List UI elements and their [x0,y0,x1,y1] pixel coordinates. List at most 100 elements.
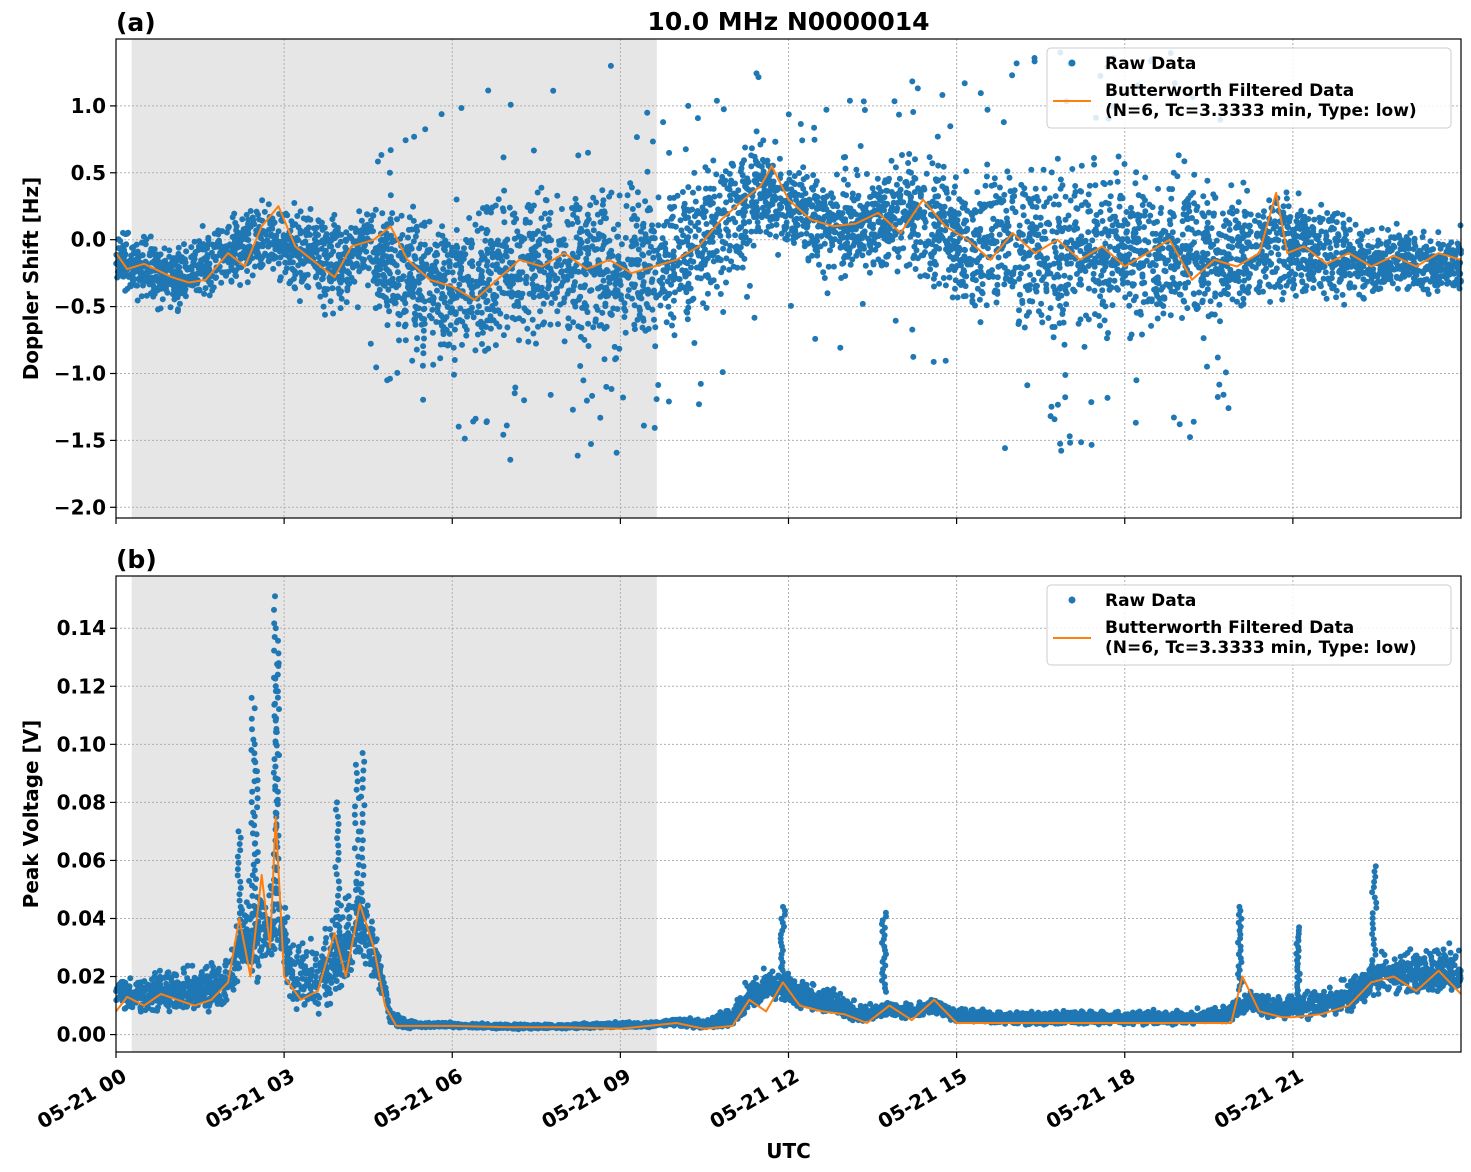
raw-data-point [824,193,831,200]
raw-data-point [897,192,904,199]
raw-data-point [1220,249,1227,256]
raw-data-point [413,346,420,353]
raw-data-point [1340,220,1347,227]
raw-data-point [1302,287,1309,294]
raw-data-point [471,283,478,290]
raw-data-point [1126,291,1133,297]
raw-data-point [489,303,496,309]
raw-data-point [239,216,246,223]
raw-data-point [1167,264,1174,271]
raw-data-point [1167,221,1174,228]
raw-data-point [1170,279,1177,286]
raw-data-point [1228,244,1235,251]
raw-data-point [394,269,401,276]
raw-data-point [244,279,251,286]
raw-data-point [1115,153,1122,160]
raw-data-point [1436,276,1442,283]
raw-data-point [1285,273,1292,279]
raw-data-point [716,192,723,199]
raw-data-point [1245,231,1252,238]
raw-data-point [374,251,381,258]
raw-data-point [1128,204,1134,211]
raw-data-point [1168,195,1175,202]
raw-data-point [539,321,546,328]
raw-data-point [978,273,985,280]
raw-data-point [496,285,503,292]
raw-data-point [770,187,777,193]
raw-data-point [758,214,765,221]
raw-data-point [377,263,383,270]
raw-data-point [1267,283,1273,290]
raw-data-point [955,210,962,217]
raw-data-point [702,246,708,253]
raw-data-point [429,306,436,313]
raw-data-point [570,319,577,326]
raw-data-point [1320,290,1327,297]
raw-data-point [542,210,548,217]
raw-data-point [1151,220,1158,226]
raw-data-point [218,243,225,250]
raw-data-point [655,252,662,259]
raw-data-point [1179,218,1186,225]
raw-data-point [276,277,283,284]
raw-data-point [1204,229,1210,235]
raw-data-point [430,294,437,301]
raw-data-point [1262,273,1269,280]
raw-data-point [183,248,190,255]
raw-data-point [399,232,406,238]
raw-data-point [649,222,655,229]
raw-data-point [383,295,389,302]
raw-data-point [862,262,869,269]
raw-data-point [153,273,160,280]
raw-data-point [475,260,482,267]
raw-data-point [369,212,376,219]
raw-data-point [775,251,782,258]
raw-data-point [176,300,183,307]
raw-data-point [392,247,398,254]
raw-data-point [1260,288,1266,295]
raw-data-point [676,286,683,293]
raw-data-point [451,357,458,363]
raw-data-point [176,264,183,271]
raw-data-point [647,206,654,213]
raw-data-point [545,236,552,243]
raw-data-point [1075,262,1082,269]
raw-data-point [728,177,735,184]
raw-data-point [765,223,772,230]
raw-data-point [902,211,909,218]
raw-data-point [1152,262,1159,269]
raw-data-point [188,254,195,261]
raw-data-point [1339,261,1346,268]
raw-data-point [195,243,202,250]
raw-data-point [1045,315,1052,321]
raw-data-point [1205,313,1212,320]
raw-data-point [830,263,837,270]
raw-data-point [450,344,457,351]
raw-data-point [1061,272,1068,279]
raw-data-point [1152,230,1159,237]
raw-data-point [1389,280,1396,287]
raw-data-point [1073,205,1080,212]
raw-data-point [1032,285,1039,292]
raw-data-point [743,185,750,192]
raw-data-point [1317,264,1324,271]
raw-data-point [622,329,629,336]
raw-data-point [621,300,628,307]
raw-data-point [1025,287,1031,293]
raw-data-point [581,300,588,307]
raw-data-point [650,254,657,261]
raw-data-point [791,208,798,215]
raw-data-point [803,206,809,213]
raw-data-point [1260,213,1267,220]
raw-data-point [453,242,460,249]
raw-data-point [1280,203,1287,210]
raw-data-point [840,191,847,197]
raw-data-point [336,290,343,297]
raw-data-point [1385,226,1391,233]
raw-data-point [855,192,862,199]
raw-data-point [1124,228,1130,235]
raw-data-point [841,176,847,183]
raw-data-point [1109,302,1116,309]
raw-data-point [917,239,924,246]
raw-data-point [1407,229,1414,236]
